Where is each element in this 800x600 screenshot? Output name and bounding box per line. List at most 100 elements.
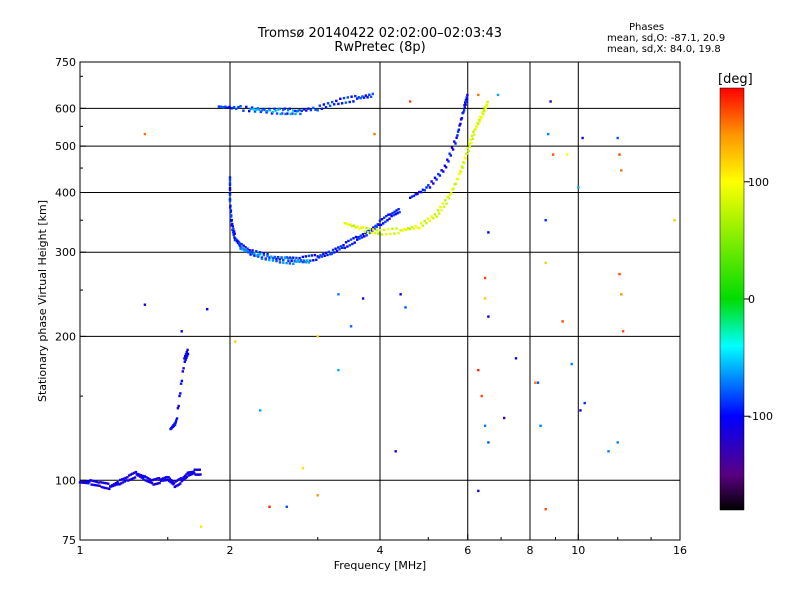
- echo-point: [219, 105, 223, 108]
- echo-point: [128, 478, 132, 481]
- echo-point: [391, 211, 394, 215]
- echo-point: [116, 481, 119, 484]
- echo-point: [155, 482, 158, 485]
- echo-point: [346, 245, 349, 248]
- echo-point: [397, 232, 400, 235]
- echo-point: [143, 303, 147, 306]
- echo-point: [184, 352, 188, 356]
- echo-point: [304, 261, 307, 264]
- echo-point: [433, 176, 437, 179]
- echo-point: [252, 108, 255, 111]
- echo-point: [442, 170, 445, 173]
- echo-point: [157, 477, 161, 480]
- echo-point: [348, 244, 351, 247]
- echo-point: [174, 421, 177, 424]
- echo-point: [89, 479, 92, 482]
- x-tick-label: 8: [527, 544, 534, 557]
- echo-point: [120, 478, 124, 481]
- echo-point: [92, 483, 95, 487]
- echo-point: [251, 249, 254, 252]
- echo-point: [464, 157, 467, 160]
- echo-point: [362, 96, 366, 99]
- echo-point: [485, 104, 489, 107]
- echo-point: [273, 107, 276, 110]
- echo-point: [465, 152, 469, 155]
- echo-point: [451, 148, 455, 151]
- echo-point: [340, 102, 344, 105]
- echo-point: [607, 450, 610, 453]
- echo-point: [182, 367, 185, 370]
- echo-point: [166, 478, 169, 482]
- echo-point: [114, 482, 117, 485]
- echo-point: [284, 112, 287, 116]
- colorbar-tick-label: -100: [748, 410, 773, 423]
- echo-point: [618, 153, 621, 156]
- echo-point: [343, 246, 346, 250]
- echo-point: [245, 105, 248, 109]
- echo-point: [228, 181, 232, 184]
- echo-point: [303, 259, 306, 262]
- y-tick-label: 100: [55, 474, 76, 487]
- echo-point: [96, 484, 99, 487]
- echo-point: [266, 254, 269, 258]
- echo-point: [143, 132, 147, 136]
- echo-point: [183, 360, 186, 363]
- echo-point: [462, 111, 465, 114]
- echo-point: [331, 248, 335, 252]
- x-tick-label: 16: [673, 544, 687, 557]
- echo-point: [368, 227, 372, 230]
- echo-point: [453, 140, 456, 143]
- echo-point: [459, 171, 463, 174]
- echo-point: [468, 142, 471, 146]
- echo-point: [487, 315, 490, 318]
- echo-point: [291, 112, 294, 115]
- echo-point: [347, 223, 350, 226]
- echo-point: [421, 224, 425, 227]
- echo-point: [621, 330, 625, 333]
- echo-point: [534, 381, 537, 384]
- echo-point: [159, 479, 163, 482]
- echo-point: [375, 225, 378, 229]
- echo-point: [271, 257, 275, 260]
- echo-point: [143, 475, 147, 478]
- echo-point: [496, 93, 500, 97]
- echo-point: [217, 105, 221, 108]
- echo-points: [78, 92, 676, 528]
- echo-point: [465, 96, 468, 99]
- echo-point: [352, 237, 355, 240]
- echo-point: [514, 357, 518, 360]
- echo-point: [287, 259, 290, 263]
- echo-point: [377, 232, 380, 235]
- echo-point: [301, 260, 304, 264]
- y-tick-label: 200: [55, 330, 76, 343]
- echo-point: [106, 487, 109, 490]
- echo-point: [253, 110, 257, 113]
- echo-point: [425, 222, 428, 225]
- echo-point: [620, 169, 623, 172]
- echo-point: [142, 477, 145, 480]
- echo-point: [268, 505, 271, 508]
- y-tick-label: 750: [55, 56, 76, 69]
- echo-point: [466, 93, 469, 97]
- echo-point: [483, 276, 487, 280]
- echo-point: [358, 237, 361, 240]
- echo-point: [363, 230, 366, 233]
- echo-point: [467, 149, 470, 152]
- echo-point: [333, 103, 336, 106]
- echo-point: [173, 423, 177, 426]
- echo-point: [259, 253, 262, 256]
- echo-point: [449, 154, 452, 157]
- echo-point: [326, 102, 330, 105]
- echo-point: [234, 340, 237, 343]
- echo-point: [469, 138, 472, 141]
- echo-point: [281, 112, 284, 115]
- echo-point: [176, 484, 179, 487]
- echo-point: [228, 193, 232, 196]
- phases-o-line: mean, sd,O: -87.1, 20.9: [607, 33, 726, 44]
- y-tick-label: 600: [55, 102, 76, 115]
- echo-point: [389, 232, 392, 236]
- echo-point: [448, 193, 452, 196]
- echo-point: [471, 137, 474, 140]
- echo-point: [298, 256, 301, 260]
- echo-point: [454, 142, 457, 145]
